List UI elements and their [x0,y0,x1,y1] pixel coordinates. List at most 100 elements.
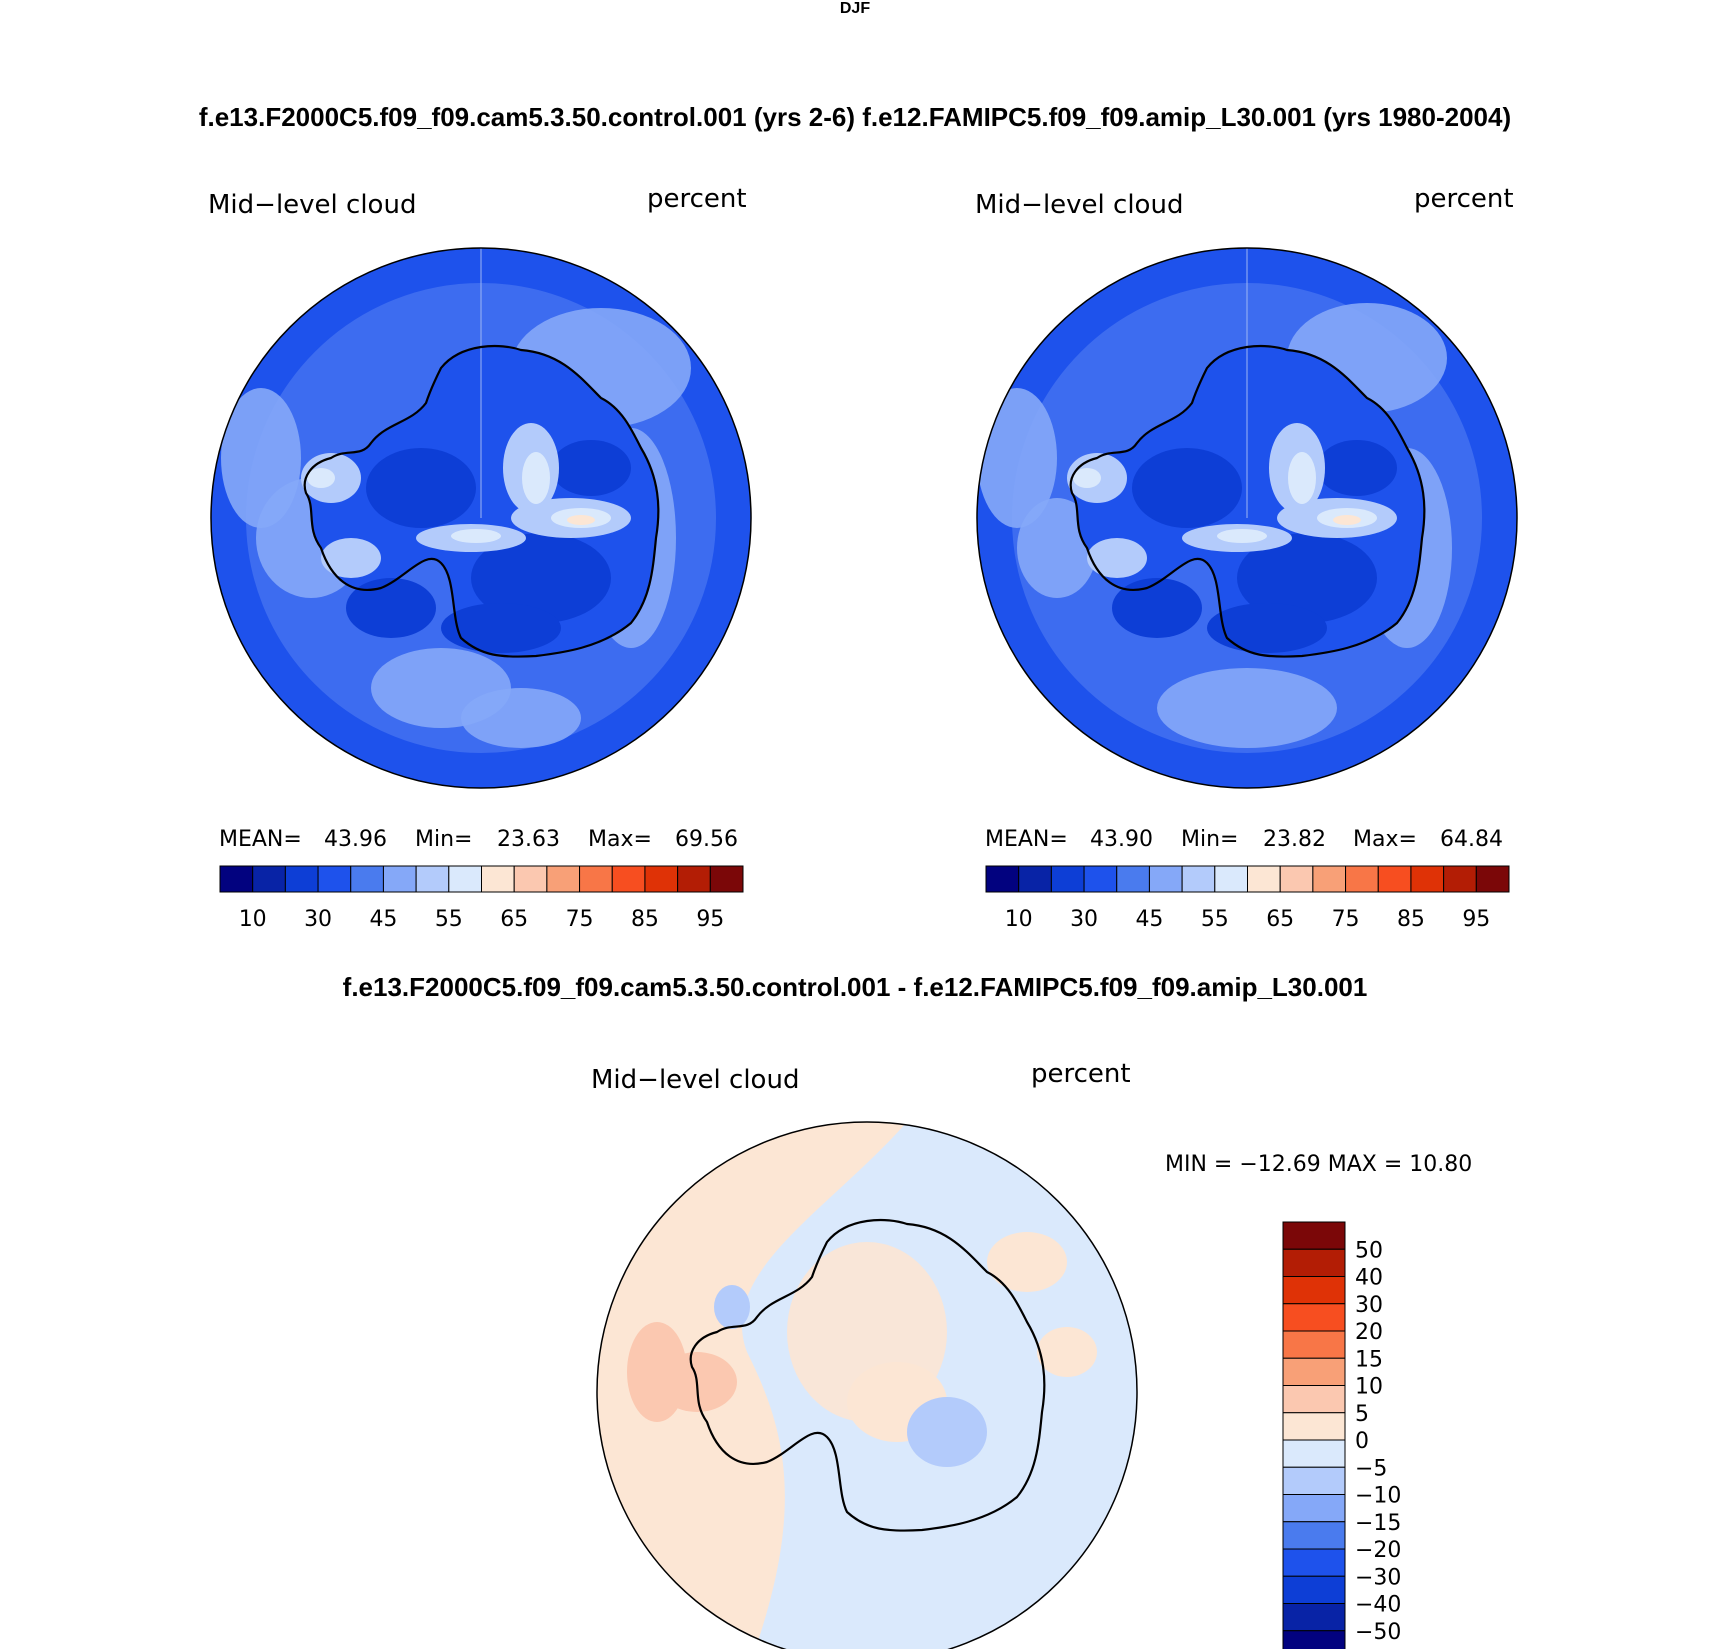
colorbar-tick-label: 45 [369,907,397,932]
colorbar-box [1282,1385,1346,1414]
deep-patch [366,448,476,528]
white-patch [1073,468,1101,488]
panel2-units-label: percent [1414,184,1514,214]
diff-variable-label: Mid−level cloud [591,1065,800,1095]
warm-patch [567,515,595,525]
colorbar-tick-label: 85 [631,907,659,932]
colorbar-tick-label: 10 [239,907,267,932]
colorbar-tick-label: 45 [1135,907,1163,932]
colorbar-box [1282,1630,1346,1649]
colorbar-box [1282,1548,1346,1577]
colorbar-box [1282,1412,1346,1441]
colorbar-box [1282,1248,1346,1277]
deep-patch [1132,448,1242,528]
colorbar-box [1410,865,1445,893]
colorbar-tick-label: 85 [1397,907,1425,932]
panel1-min-label: Min= [415,827,473,852]
deep-patch [551,440,631,496]
colorbar-box [317,865,352,893]
panel1-max-label: Max= [588,827,652,852]
pale-patch [1087,538,1147,578]
positive-field [597,1122,907,1649]
colorbar-box [1181,865,1216,893]
diff-units-label: percent [1031,1059,1131,1089]
colorbar-box [1116,865,1150,893]
panel2-max-label: Max= [1353,827,1417,852]
colorbar-box [350,865,384,893]
colorbar-tick-label: 10 [1355,1375,1383,1400]
deep-patch [471,533,611,623]
colorbar-box [1050,865,1085,893]
colorbar-box [611,865,646,893]
panel1-mean-value: 43.96 [324,827,387,852]
panel1-mean-label: MEAN= [219,827,302,852]
colorbar-box [1282,1357,1346,1386]
panel2-mean-value: 43.90 [1090,827,1153,852]
strong-negative-patch [714,1285,750,1329]
difference-title: f.e13.F2000C5.f09_f09.cam5.3.50.control.… [342,972,1368,1002]
colorbar-box [1443,865,1477,893]
colorbar-box [1282,1330,1346,1359]
colorbar-box [1377,865,1412,893]
diff-min-max-label: MIN = −12.69 MAX = 10.80 [1165,1152,1473,1177]
panel2-mean-label: MEAN= [985,827,1068,852]
colorbar-box [284,865,319,893]
colorbar-box [1282,1221,1346,1250]
continent-field [1067,345,1425,657]
panel2-variable-label: Mid−level cloud [975,190,1184,220]
colorbar-box [382,865,417,893]
map-border [976,247,1518,789]
colorbar-tick-label: 65 [500,907,528,932]
colorbar-box [1282,1276,1346,1305]
panel1-max-value: 69.56 [675,827,738,852]
deep-patch [1237,533,1377,623]
light-cloud-patch [461,688,581,748]
panel2-map [976,247,1518,789]
colorbar-box [1214,865,1248,893]
white-patch [1217,529,1267,543]
positive-patch [987,1232,1067,1292]
colorbar-tick-label: −30 [1355,1565,1401,1590]
map-field [597,1122,1137,1649]
strong-negative-patch [907,1397,987,1467]
colorbar-box [448,865,482,893]
deep-patch [441,603,561,653]
deep-patch [346,578,436,638]
panel2-min-label: Min= [1181,827,1239,852]
map-border [210,247,752,789]
deep-patch [1317,440,1397,496]
light-cloud-patch [1157,668,1337,748]
colorbar-tick-label: 55 [1201,907,1229,932]
colorbar-tick-label: 55 [435,907,463,932]
colorbar-box [1282,1439,1346,1468]
colorbar-box [1312,865,1347,893]
colorbar-tick-label: −50 [1355,1620,1401,1645]
white-patch [307,468,335,488]
colorbar-tick-label: −40 [1355,1593,1401,1618]
panel2-colorbar: 10 30 45 55 65 75 85 95 [985,865,1510,932]
colorbar-tick-label: 50 [1355,1238,1383,1263]
colorbar-tick-label: 95 [696,907,724,932]
colorbar-box [1282,1303,1346,1332]
deep-patch [1207,603,1327,653]
pale-patch [321,538,381,578]
colorbar-box [1148,865,1183,893]
colorbar-tick-label: 65 [1266,907,1294,932]
colorbar-box [513,865,548,893]
colorbar-box [1345,865,1379,893]
colorbar-tick-label: 75 [1332,907,1360,932]
colorbar-box [1282,1603,1346,1632]
colorbar-tick-label: −15 [1355,1511,1401,1536]
colorbar-box [219,865,254,893]
panel1-map [210,247,752,789]
colorbar-tick-label: 10 [1005,907,1033,932]
difference-map [596,1121,1138,1649]
colorbar-box [644,865,679,893]
panel2-max-value: 64.84 [1440,827,1503,852]
white-patch [522,452,550,504]
colorbar-box [709,865,744,893]
white-patch [451,529,501,543]
deep-patch [1112,578,1202,638]
